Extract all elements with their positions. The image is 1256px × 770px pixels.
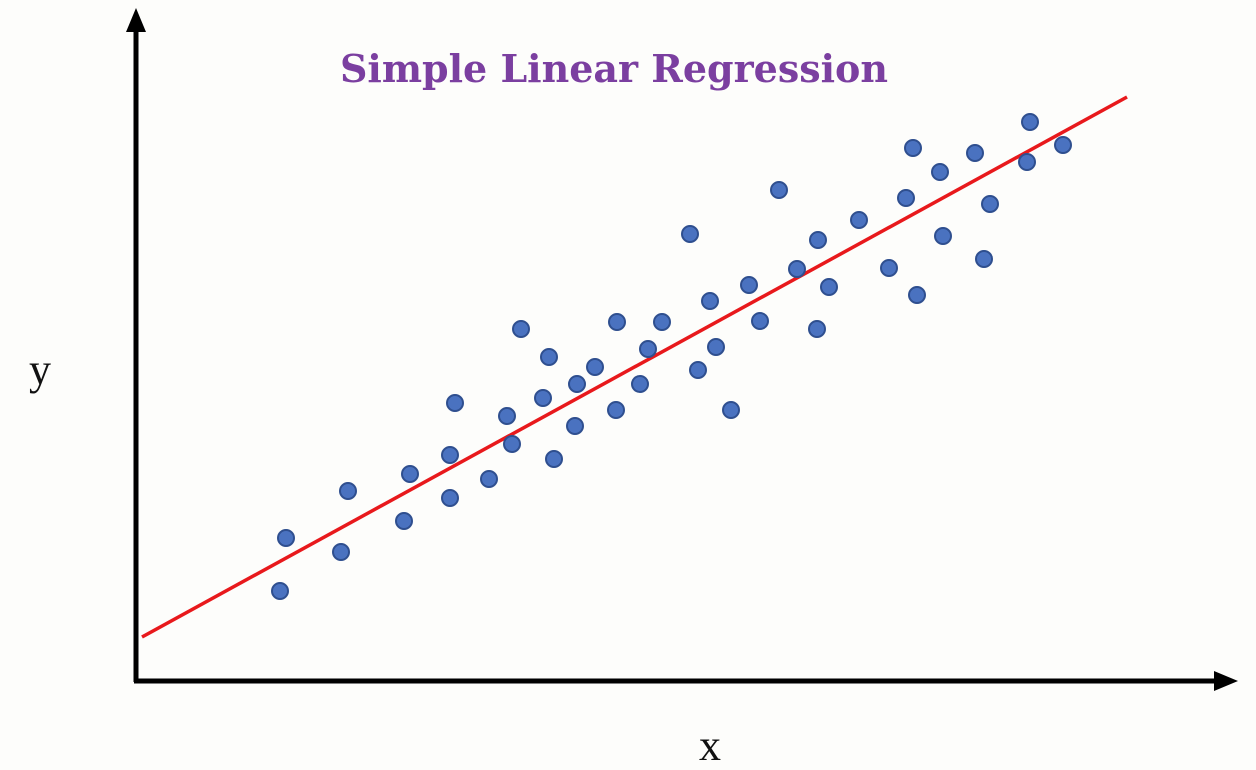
data-point <box>631 375 649 393</box>
data-point <box>498 407 516 425</box>
data-point <box>395 512 413 530</box>
data-point <box>545 450 563 468</box>
data-point <box>880 259 898 277</box>
data-point <box>534 389 552 407</box>
data-point <box>808 320 826 338</box>
y-axis-label: y <box>29 345 51 394</box>
data-point <box>701 292 719 310</box>
data-point <box>740 276 758 294</box>
data-point <box>788 260 806 278</box>
chart-title: Simple Linear Regression <box>340 46 888 91</box>
data-point <box>1018 153 1036 171</box>
data-point <box>446 394 464 412</box>
data-point <box>981 195 999 213</box>
data-point <box>975 250 993 268</box>
data-point <box>566 417 584 435</box>
data-point <box>809 231 827 249</box>
x-axis-label: x <box>699 721 721 770</box>
data-point <box>770 181 788 199</box>
data-point <box>608 313 626 331</box>
data-point <box>681 225 699 243</box>
data-point <box>339 482 357 500</box>
data-point <box>503 435 521 453</box>
data-point <box>931 163 949 181</box>
y-axis-arrow <box>126 8 146 32</box>
data-point <box>586 358 604 376</box>
data-point <box>607 401 625 419</box>
data-point <box>707 338 725 356</box>
data-point <box>904 139 922 157</box>
data-point <box>639 340 657 358</box>
data-point <box>540 348 558 366</box>
regression-line <box>141 95 1128 639</box>
data-point <box>908 286 926 304</box>
data-point <box>568 375 586 393</box>
data-point <box>332 543 350 561</box>
data-point <box>1021 113 1039 131</box>
data-point <box>401 465 419 483</box>
data-point <box>689 361 707 379</box>
data-point <box>1054 136 1072 154</box>
data-point <box>277 529 295 547</box>
data-point <box>820 278 838 296</box>
data-point <box>850 211 868 229</box>
data-point <box>751 312 769 330</box>
data-point <box>512 320 530 338</box>
x-axis-arrow <box>1214 671 1238 691</box>
data-point <box>441 446 459 464</box>
data-point <box>934 227 952 245</box>
data-point <box>441 489 459 507</box>
data-point <box>480 470 498 488</box>
data-point <box>966 144 984 162</box>
data-point <box>653 313 671 331</box>
data-point <box>722 401 740 419</box>
data-point <box>897 189 915 207</box>
data-point <box>271 582 289 600</box>
